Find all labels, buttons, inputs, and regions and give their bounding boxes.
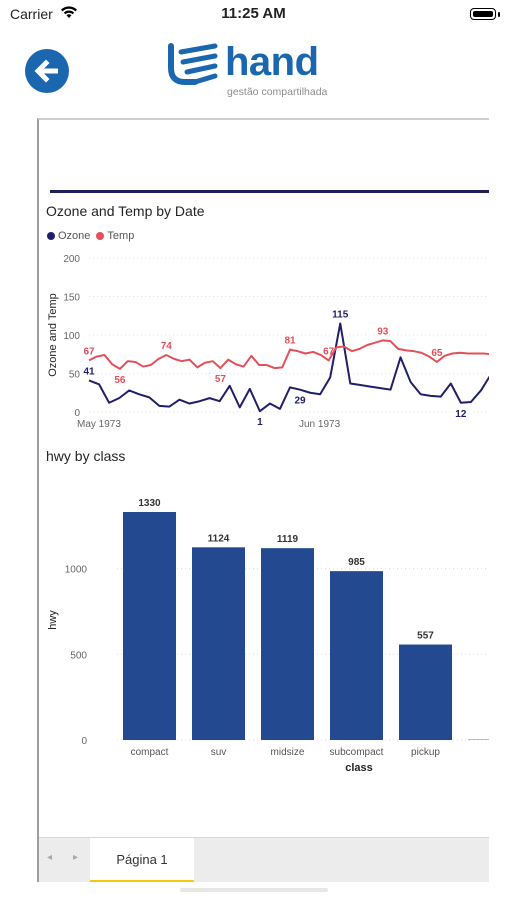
y-tick-label: 100 [63,331,80,342]
x-tick-label: suv [211,747,227,758]
data-label-ozone: 41 [83,366,95,377]
data-label-ozone: 12 [455,409,467,420]
legend-item-ozone[interactable]: Ozone [47,230,90,242]
bar-compact [123,512,176,740]
prev-page-arrow[interactable]: ◂ [47,852,53,863]
home-indicator [180,888,328,892]
data-label-temp: 56 [114,375,126,386]
x-tick-label: subcompact [330,747,384,758]
data-label-temp: 67 [323,346,335,357]
legend-swatch-temp [96,232,105,240]
logo-wordmark: hand [225,40,319,84]
logo-tagline: gestão compartilhada [227,86,328,98]
bar-subcompact [330,571,383,740]
legend-item-temp[interactable]: Temp [96,230,134,242]
next-page-arrow[interactable]: ▸ [73,852,79,863]
y-tick-label: 1000 [65,565,88,576]
data-label-ozone: 29 [294,396,306,407]
legend-label-temp: Temp [107,230,135,242]
chart-title-ozone-temp: Ozone and Temp by Date [46,203,205,219]
arrow-left-icon [34,59,58,83]
carrier-label: Carrier [10,6,53,22]
x-tick-label: pickup [411,747,440,758]
data-label-temp: 93 [377,326,389,337]
bar-pickup [399,644,452,740]
battery-icon [470,8,496,20]
x-axis-title: class [345,762,373,774]
data-label-temp: 57 [215,374,227,385]
battery-nub [498,12,500,17]
status-bar: Carrier 11:25 AM [0,0,507,28]
logo-mark-icon [168,43,218,85]
bar-midsize [261,548,314,740]
series-line-ozone [88,322,489,413]
x-tick-label: compact [131,747,169,758]
tab-pagina-1[interactable]: Página 1 [90,838,194,882]
report-canvas: Ozone and Temp by Date Ozone Temp 200 150… [37,118,489,882]
data-label-ozone: 1 [257,417,263,428]
bar-value-label: 985 [348,557,365,568]
x-tick-label: May 1973 [77,419,121,430]
chart-legend: Ozone Temp [47,230,140,242]
page-tab-bar: ◂ ▸ Página 1 [39,837,489,882]
y-tick-label: 200 [63,254,80,265]
bar-chart-hwy-class[interactable]: 1000 500 0 hwy 1330 compact 1124 suv 1119 midsize… [39,470,489,780]
title-divider [50,190,489,193]
status-time: 11:25 AM [221,5,286,22]
y-tick-label: 150 [63,293,80,304]
bar-value-label: 1124 [208,533,230,544]
data-label-temp: 74 [161,341,173,352]
wifi-icon [60,5,78,24]
tab-pagina-1-label: Página 1 [116,851,168,867]
legend-label-ozone: Ozone [58,230,91,242]
bar-value-label: 1330 [138,498,161,509]
bar-value-label: 1119 [277,534,299,545]
chart-title-hwy-class: hwy by class [46,448,126,464]
data-label-temp: 81 [284,336,296,347]
y-tick-label: 50 [69,370,81,381]
x-tick-label: Jun 1973 [299,419,341,430]
line-chart-ozone-temp[interactable]: 200 150 100 50 0 Ozone and Temp May 1973 Jun 19… [39,244,489,444]
bar-suv [192,547,245,740]
legend-swatch-ozone [47,232,55,240]
back-button[interactable] [25,49,69,93]
app-logo: hand gestão compartilhada [165,40,335,102]
x-tick-label: midsize [271,747,305,758]
y-axis-title: Ozone and Temp [47,293,59,377]
data-label-ozone: 115 [332,309,349,320]
y-tick-label: 0 [81,736,87,747]
series-line-temp [88,339,489,370]
data-label-temp: 65 [431,348,443,359]
y-tick-label: 500 [70,650,87,661]
data-label-temp: 67 [83,346,95,357]
y-axis-title: hwy [47,610,59,630]
bar-value-label: 557 [417,631,434,642]
y-tick-label: 0 [74,408,80,419]
